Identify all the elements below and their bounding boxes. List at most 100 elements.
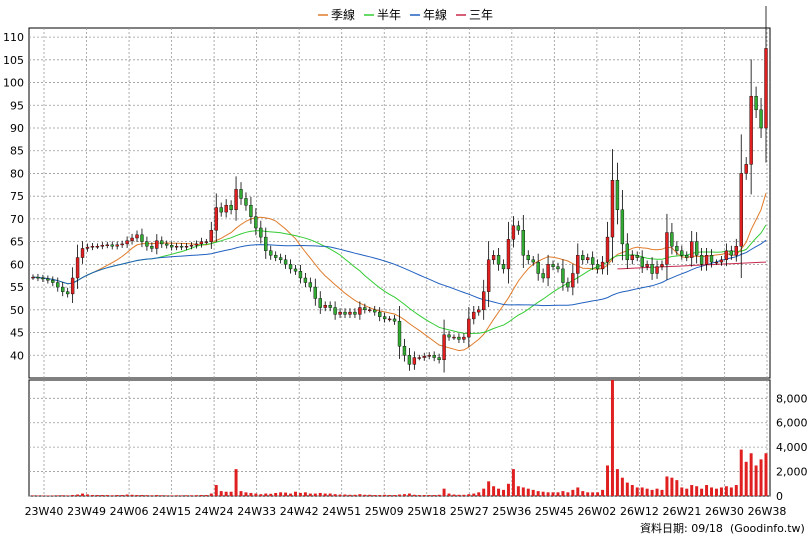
- volume-bar: [115, 495, 119, 496]
- candle-body: [273, 255, 278, 258]
- x-tick-label-9: 25W18: [407, 505, 446, 518]
- candle-body: [224, 205, 228, 213]
- candle-body: [378, 311, 382, 317]
- volume-bar: [724, 486, 728, 496]
- volume-bar: [487, 481, 491, 496]
- legend-label-0: 季線: [331, 7, 355, 22]
- volume-bar: [734, 485, 738, 496]
- candle-body: [199, 241, 204, 245]
- candle-body: [313, 286, 317, 299]
- volume-bar: [536, 491, 540, 496]
- candle-body: [680, 250, 684, 256]
- candle-body: [368, 309, 372, 312]
- y-tick-label-1: 105: [3, 54, 24, 67]
- candle-body: [184, 245, 189, 248]
- volume-bar: [586, 492, 590, 496]
- volume-bar: [675, 480, 679, 496]
- volume-bar: [100, 495, 104, 496]
- volume-bar: [531, 489, 535, 496]
- y-tick-label-12: 50: [10, 304, 24, 317]
- volume-bar: [700, 488, 704, 496]
- candle-body: [645, 264, 649, 267]
- volume-bar: [729, 487, 733, 496]
- candle-body: [169, 245, 174, 248]
- volume-bar: [690, 485, 694, 496]
- candle-body: [402, 345, 407, 356]
- candle-body: [56, 282, 60, 288]
- volume-bar: [591, 492, 595, 496]
- volume-bar: [125, 494, 129, 496]
- volume-bar: [190, 495, 193, 496]
- volume-bar: [105, 495, 109, 496]
- candle-body: [491, 255, 496, 261]
- candle-body: [754, 95, 758, 111]
- candle-body: [90, 245, 95, 248]
- candle-body: [526, 255, 530, 261]
- candle-body: [135, 234, 139, 239]
- candle-body: [610, 180, 615, 238]
- vol-tick-label-4: 0: [776, 490, 783, 503]
- volume-bar: [279, 492, 283, 496]
- candle-body: [249, 205, 253, 217]
- volume-bar: [393, 495, 397, 496]
- volume-bar: [437, 494, 441, 496]
- candle-body: [303, 277, 308, 283]
- volume-bar: [140, 495, 144, 496]
- y-tick-label-2: 100: [3, 77, 24, 90]
- volume-bar: [412, 494, 416, 496]
- candle-body: [234, 189, 238, 211]
- volume-bar: [95, 495, 99, 496]
- volume-bar: [710, 487, 714, 496]
- volume-bar: [606, 465, 609, 496]
- volume-bar: [759, 459, 763, 496]
- volume-bar: [601, 489, 605, 496]
- volume-bar: [511, 469, 515, 496]
- volume-bar: [219, 491, 223, 496]
- volume-bar: [477, 492, 481, 496]
- candle-body: [546, 264, 550, 279]
- candle-body: [541, 273, 545, 279]
- candle-body: [382, 316, 387, 320]
- volume-bar: [61, 495, 65, 496]
- volume-bar: [645, 488, 649, 496]
- volume-bar: [209, 493, 213, 496]
- candle-body: [46, 278, 50, 281]
- volume-bar: [85, 494, 89, 496]
- volume-bar: [234, 469, 238, 496]
- candle-body: [749, 95, 753, 165]
- volume-bar: [502, 489, 505, 496]
- volume-bar: [66, 495, 70, 496]
- candle-body: [51, 280, 55, 283]
- candle-body: [764, 48, 768, 129]
- y-tick-label-10: 60: [10, 258, 24, 271]
- candle-body: [472, 311, 476, 320]
- candle-body: [561, 268, 565, 283]
- candle-body: [254, 216, 258, 229]
- volume-bar: [249, 492, 253, 496]
- candle-body: [665, 232, 669, 265]
- volume-bar: [214, 485, 218, 496]
- volume-bar: [596, 492, 600, 496]
- candle-body: [308, 282, 313, 288]
- candle-body: [150, 245, 154, 249]
- candle-body: [338, 311, 342, 315]
- volume-bar: [422, 495, 426, 496]
- candle-body: [640, 257, 644, 267]
- volume-bar: [714, 488, 718, 496]
- candle-body: [358, 307, 362, 315]
- candle-body: [719, 259, 724, 263]
- x-tick-label-17: 26W38: [748, 505, 787, 518]
- volume-bar: [581, 491, 585, 496]
- volume-bar: [110, 495, 114, 496]
- candle-body: [729, 250, 734, 256]
- candle-body: [145, 241, 149, 247]
- x-tick-label-14: 26W12: [620, 505, 659, 518]
- volume-bar: [615, 469, 619, 496]
- volume-bar: [348, 494, 352, 496]
- candle-body: [80, 248, 85, 258]
- candle-body: [432, 355, 436, 358]
- candle-body: [650, 264, 654, 274]
- x-tick-label-10: 25W27: [450, 505, 489, 518]
- candle-body: [293, 268, 298, 272]
- candle-body: [165, 243, 169, 246]
